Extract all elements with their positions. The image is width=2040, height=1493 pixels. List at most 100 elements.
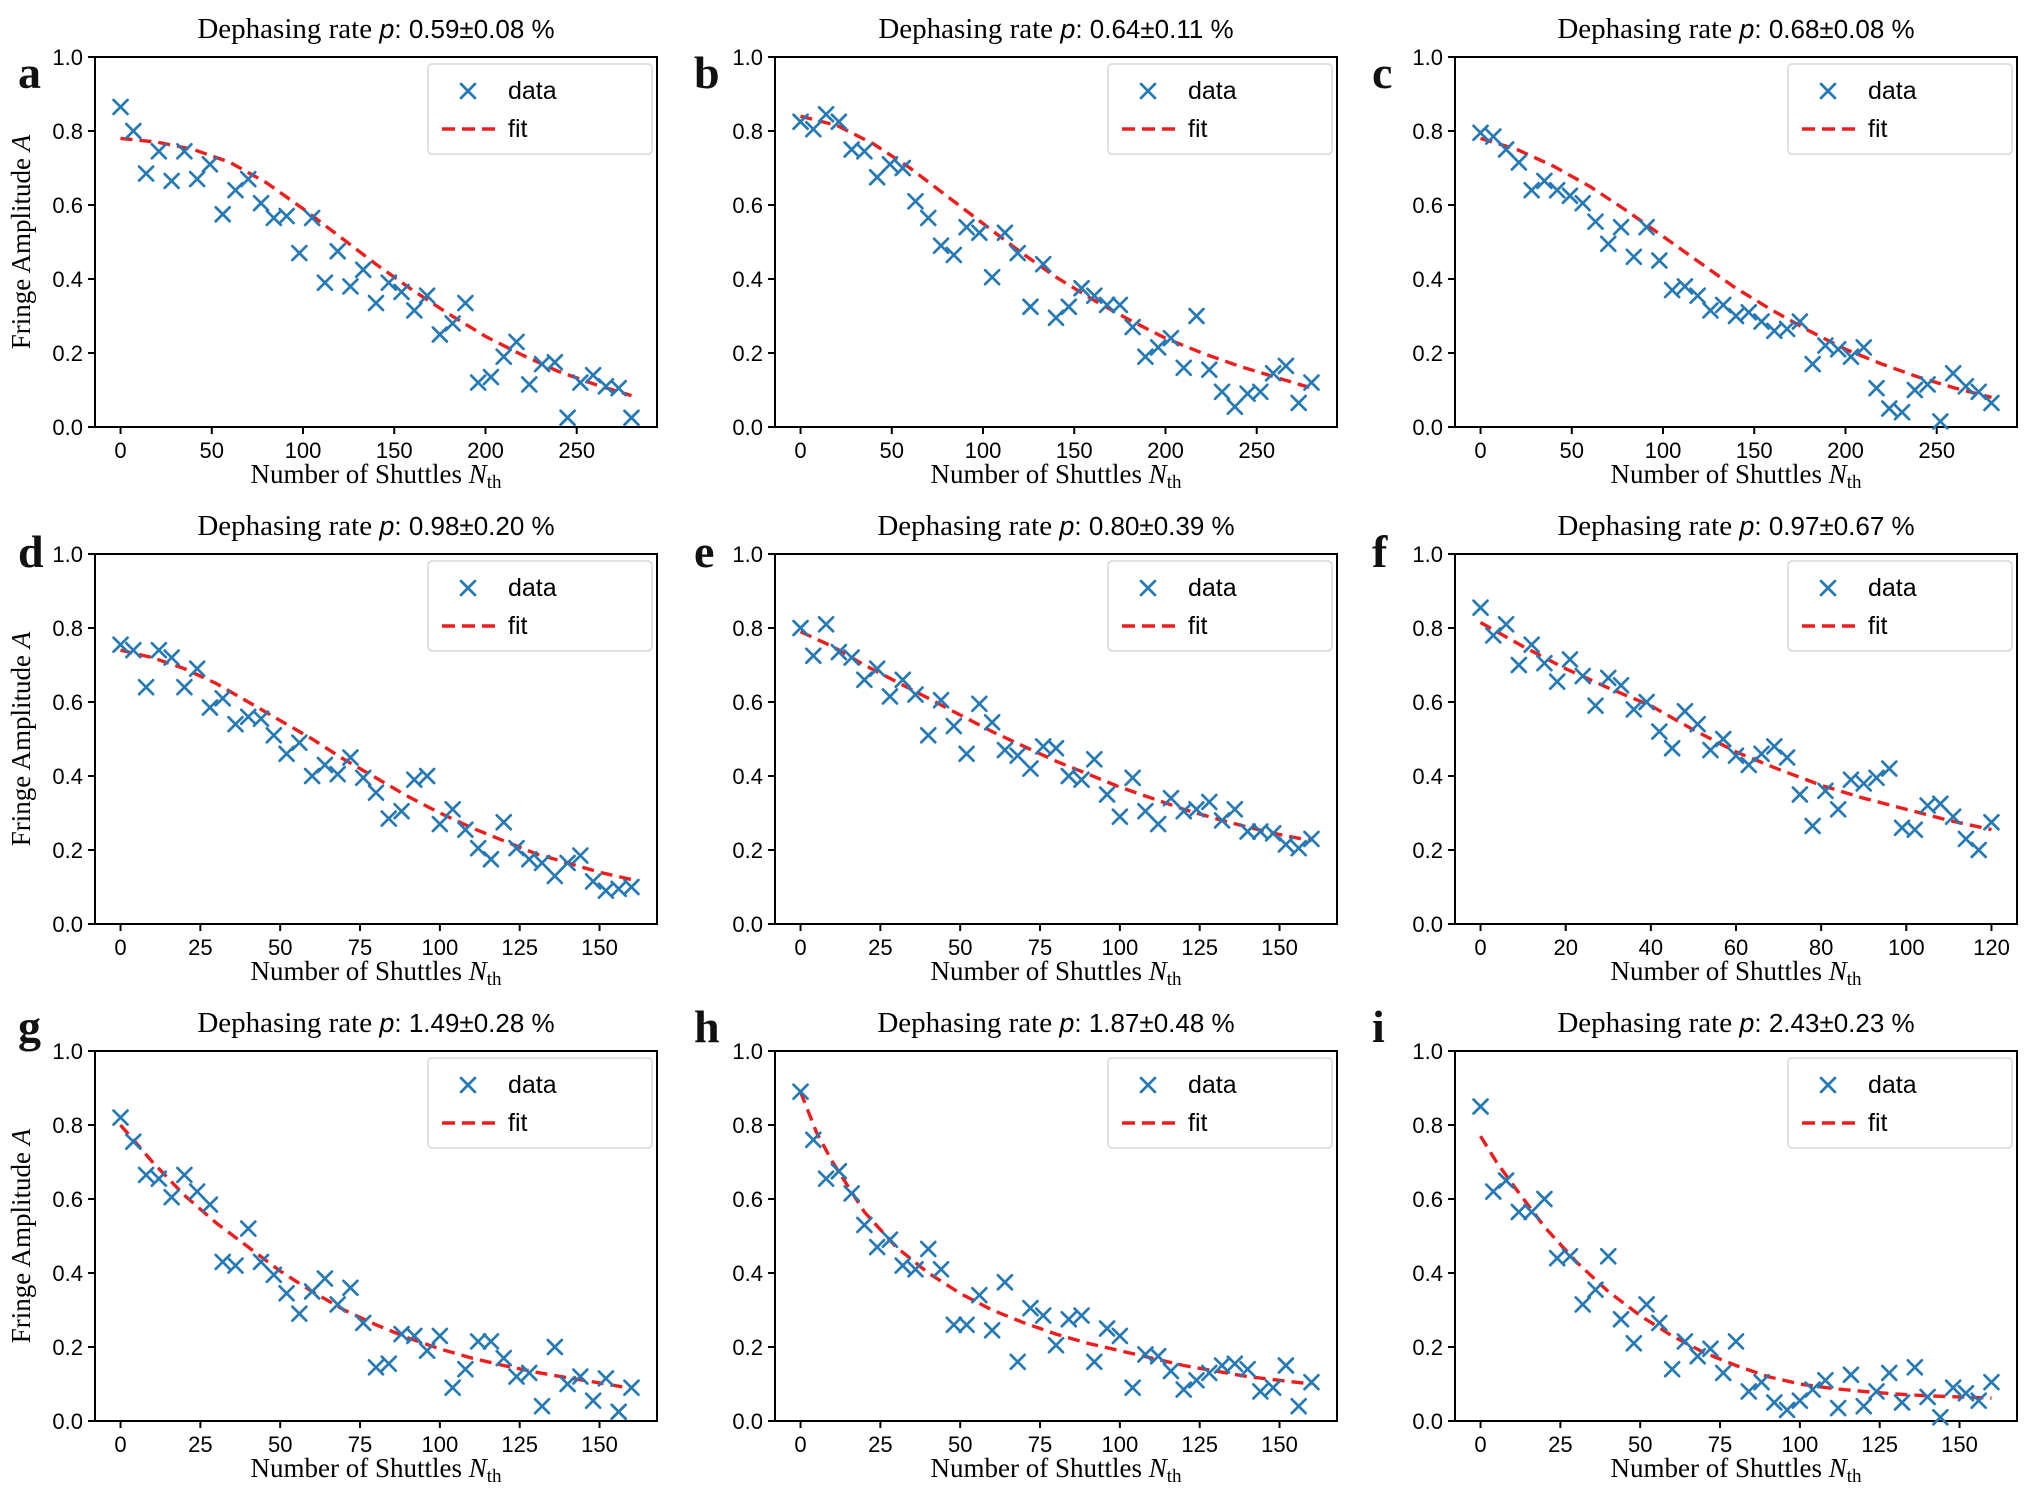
legend-box bbox=[427, 560, 653, 652]
fit-line bbox=[120, 136, 632, 398]
legend: data fit bbox=[1787, 560, 2013, 652]
legend-data-marker bbox=[1819, 1076, 1837, 1094]
x-tick-label: 50 bbox=[948, 935, 972, 960]
data-point-marker bbox=[1612, 1310, 1630, 1328]
data-point-marker bbox=[1689, 1347, 1707, 1365]
y-tick-label: 1.0 bbox=[1412, 542, 1443, 567]
data-point-marker bbox=[1264, 365, 1282, 382]
data-series bbox=[1472, 599, 2000, 859]
data-point-marker bbox=[1880, 400, 1898, 417]
data-point-marker bbox=[227, 1257, 244, 1274]
data-point-marker bbox=[1829, 800, 1847, 818]
data-point-marker bbox=[1587, 213, 1604, 230]
subplot-c: c Dephasing rate p: 0.68±0.08 % 0 50 100 150 2… bbox=[1360, 0, 2040, 497]
data-series bbox=[112, 1109, 640, 1421]
data-point-marker bbox=[482, 850, 500, 868]
data-point-marker bbox=[623, 1379, 640, 1397]
x-tick-label: 100 bbox=[1102, 1432, 1139, 1457]
y-tick-label: 0.6 bbox=[732, 1187, 763, 1212]
y-tick-label: 1.0 bbox=[52, 45, 83, 70]
legend-fit-label: fit bbox=[1868, 1109, 1888, 1137]
data-point-marker bbox=[1906, 1359, 1924, 1376]
data-point-marker bbox=[817, 615, 835, 633]
data-point-marker bbox=[843, 649, 860, 666]
panel-f-chart: Dephasing rate p: 0.97±0.67 % 0 20 40 60 80 10… bbox=[1412, 510, 2018, 990]
legend-data-marker bbox=[459, 82, 477, 100]
x-tick-label: 150 bbox=[1941, 1432, 1978, 1457]
data-point-marker bbox=[405, 771, 423, 789]
data-point-marker bbox=[201, 155, 219, 173]
data-point-marker bbox=[572, 374, 589, 391]
data-point-marker bbox=[124, 641, 142, 659]
data-series bbox=[792, 615, 1320, 857]
y-tick-label: 0.4 bbox=[52, 764, 83, 789]
data-point-marker bbox=[1842, 348, 1860, 366]
data-point-marker bbox=[1944, 365, 1962, 382]
x-tick-label: 150 bbox=[1261, 935, 1298, 960]
data-point-marker bbox=[1536, 172, 1553, 190]
data-point-marker bbox=[342, 278, 359, 295]
data-point-marker bbox=[983, 714, 1001, 731]
x-tick-label: 75 bbox=[1028, 935, 1052, 960]
data-point-marker bbox=[1893, 403, 1911, 421]
y-tick-label: 0.2 bbox=[732, 838, 763, 863]
data-point-marker bbox=[1727, 307, 1745, 325]
data-point-marker bbox=[1484, 128, 1502, 145]
data-point-marker bbox=[1970, 841, 1988, 859]
x-tick-label: 200 bbox=[467, 438, 504, 463]
x-tick-label: 100 bbox=[1888, 935, 1925, 960]
panel-h-chart: Dephasing rate p: 1.87±0.48 % 0 25 50 75 100 1… bbox=[732, 1007, 1338, 1487]
y-tick-label: 0.2 bbox=[732, 341, 763, 366]
data-point-marker bbox=[1855, 775, 1873, 792]
legend-box bbox=[1787, 63, 2013, 155]
data-point-marker bbox=[1714, 730, 1732, 748]
data-point-marker bbox=[1625, 1334, 1643, 1352]
x-tick-label: 75 bbox=[348, 1432, 372, 1457]
data-series bbox=[112, 98, 640, 427]
data-point-marker bbox=[1536, 1190, 1553, 1208]
data-point-marker bbox=[881, 155, 899, 173]
x-axis-label: Number of Shuttles Nth bbox=[1610, 1453, 1862, 1487]
chart-title: Dephasing rate p: 1.87±0.48 % bbox=[877, 1007, 1234, 1039]
data-point-marker bbox=[431, 815, 449, 833]
data-point-marker bbox=[278, 207, 295, 225]
data-point-marker bbox=[214, 205, 232, 223]
x-tick-label: 50 bbox=[948, 1432, 972, 1457]
data-point-marker bbox=[520, 1364, 538, 1382]
y-tick-label: 0.4 bbox=[52, 1261, 83, 1286]
data-point-marker bbox=[843, 1185, 860, 1202]
y-tick-label: 0.2 bbox=[1412, 341, 1443, 366]
data-point-marker bbox=[444, 315, 461, 332]
data-point-marker bbox=[380, 1355, 398, 1372]
x-tick-label: 40 bbox=[1639, 935, 1663, 960]
y-tick-label: 0.4 bbox=[1412, 267, 1443, 292]
data-point-marker bbox=[996, 741, 1014, 759]
data-point-marker bbox=[112, 636, 129, 653]
y-tick-label: 1.0 bbox=[1412, 45, 1443, 70]
data-point-marker bbox=[1060, 298, 1078, 316]
data-point-marker bbox=[1111, 1327, 1129, 1345]
data-point-marker bbox=[367, 1359, 385, 1376]
data-point-marker bbox=[1804, 355, 1821, 373]
data-point-marker bbox=[405, 302, 423, 319]
legend-fit-label: fit bbox=[1188, 612, 1208, 640]
data-point-marker bbox=[316, 756, 334, 774]
y-tick-label: 0.4 bbox=[732, 1261, 763, 1286]
y-tick-label: 0.8 bbox=[1412, 119, 1443, 144]
data-point-marker bbox=[958, 218, 975, 236]
data-point-marker bbox=[1137, 348, 1154, 366]
data-point-marker bbox=[1855, 1397, 1873, 1415]
data-point-marker bbox=[932, 691, 950, 709]
x-tick-label: 60 bbox=[1724, 935, 1748, 960]
data-point-marker bbox=[830, 113, 848, 131]
legend: data fit bbox=[427, 560, 653, 652]
data-point-marker bbox=[996, 1273, 1014, 1291]
legend-box bbox=[427, 1057, 653, 1149]
data-point-marker bbox=[1200, 361, 1218, 378]
data-point-marker bbox=[546, 353, 564, 371]
data-point-marker bbox=[1149, 815, 1167, 833]
data-point-marker bbox=[1252, 1383, 1269, 1400]
data-series bbox=[1472, 124, 2000, 430]
legend-data-label: data bbox=[1188, 1071, 1237, 1099]
data-point-marker bbox=[163, 172, 180, 190]
